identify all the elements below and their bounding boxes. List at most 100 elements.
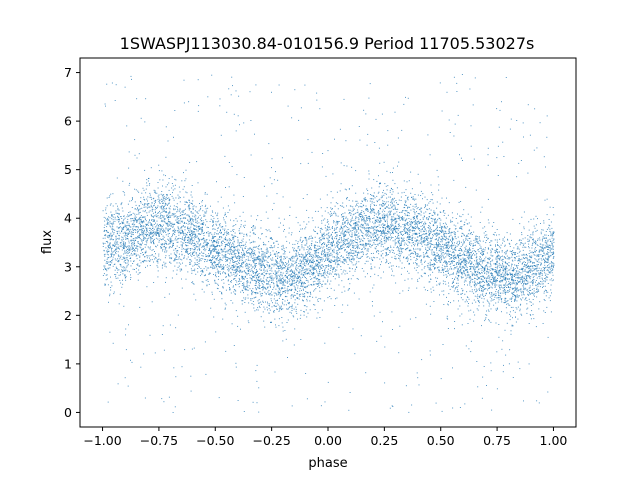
data-point xyxy=(513,247,515,249)
data-point xyxy=(411,227,413,229)
data-point xyxy=(191,235,193,237)
data-point xyxy=(515,282,517,283)
data-point xyxy=(367,243,369,245)
data-point xyxy=(136,258,138,260)
data-point xyxy=(502,279,504,281)
data-point xyxy=(142,235,144,237)
data-point xyxy=(207,96,209,98)
data-point xyxy=(385,259,387,261)
data-point xyxy=(444,261,445,263)
data-point xyxy=(168,218,170,220)
data-point xyxy=(529,292,530,294)
data-point xyxy=(214,246,216,248)
data-point xyxy=(480,285,482,287)
data-point xyxy=(157,231,159,233)
data-point xyxy=(244,271,246,273)
data-point xyxy=(360,231,362,233)
data-point xyxy=(542,229,544,231)
data-point xyxy=(249,247,251,249)
data-point xyxy=(311,217,313,219)
data-point xyxy=(390,210,392,212)
data-point xyxy=(509,233,511,235)
data-point xyxy=(409,318,411,320)
data-point xyxy=(528,276,530,278)
data-point xyxy=(371,268,373,270)
data-point xyxy=(310,256,312,258)
data-point xyxy=(229,287,230,288)
data-point xyxy=(308,270,310,272)
data-point xyxy=(389,212,391,214)
data-point xyxy=(452,286,454,288)
data-point xyxy=(225,187,226,188)
data-point xyxy=(518,240,520,242)
data-point xyxy=(400,249,402,251)
data-point xyxy=(356,246,358,248)
data-point xyxy=(133,252,135,254)
data-point xyxy=(223,248,225,250)
data-point xyxy=(518,255,520,257)
data-point xyxy=(183,248,184,250)
data-point xyxy=(137,232,139,234)
data-point xyxy=(409,223,411,225)
data-point xyxy=(299,254,301,255)
data-point xyxy=(476,238,478,240)
data-point xyxy=(548,255,550,257)
data-point xyxy=(245,262,247,264)
data-point xyxy=(281,275,283,277)
data-point xyxy=(109,245,111,247)
data-point xyxy=(466,256,468,258)
data-point xyxy=(490,286,492,288)
data-point xyxy=(268,229,270,231)
data-point xyxy=(105,284,106,286)
data-point xyxy=(361,220,363,222)
data-point xyxy=(163,349,165,351)
data-point xyxy=(212,228,214,230)
data-point xyxy=(217,238,219,240)
data-point xyxy=(411,252,413,254)
data-point xyxy=(277,299,278,301)
data-point xyxy=(266,270,268,272)
data-point xyxy=(468,230,470,232)
data-point xyxy=(470,252,472,254)
data-point xyxy=(443,274,445,276)
data-point xyxy=(425,240,427,241)
data-point xyxy=(267,286,269,288)
data-point xyxy=(330,191,332,193)
data-point xyxy=(536,254,538,256)
data-point xyxy=(148,260,150,262)
data-point xyxy=(157,230,159,231)
data-point xyxy=(336,264,338,266)
data-point xyxy=(455,245,457,247)
data-point xyxy=(104,234,106,236)
data-point xyxy=(256,258,258,260)
data-point xyxy=(257,270,258,272)
data-point xyxy=(506,272,508,274)
data-point xyxy=(440,272,442,273)
data-point xyxy=(225,243,227,245)
data-point xyxy=(207,242,209,244)
data-point xyxy=(283,256,285,258)
data-point xyxy=(220,229,221,231)
data-point xyxy=(323,253,324,255)
data-point xyxy=(199,266,200,268)
data-point xyxy=(402,234,404,236)
data-point xyxy=(124,226,126,228)
data-point xyxy=(370,263,372,265)
data-point xyxy=(201,201,203,203)
data-point xyxy=(302,198,304,199)
data-point xyxy=(254,274,256,276)
data-point xyxy=(250,120,252,121)
data-point xyxy=(315,254,317,256)
data-point xyxy=(200,227,202,229)
data-point xyxy=(273,292,275,294)
data-point xyxy=(537,283,539,285)
data-point xyxy=(498,293,500,295)
data-point xyxy=(200,234,202,235)
data-point xyxy=(129,247,131,249)
data-point xyxy=(537,259,539,261)
data-point xyxy=(388,232,390,234)
data-point xyxy=(161,195,163,197)
data-point xyxy=(355,237,357,239)
data-point xyxy=(144,252,146,254)
data-point xyxy=(445,283,447,285)
